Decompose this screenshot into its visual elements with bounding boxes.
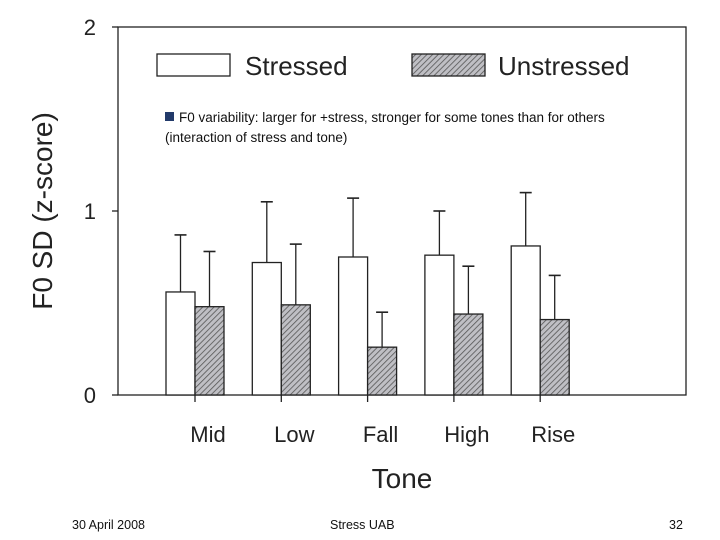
y-tick-label: 1 (84, 199, 96, 224)
footer-date: 30 April 2008 (72, 518, 145, 532)
note-text: F0 variability: larger for +stress, stro… (165, 110, 605, 145)
bar-stressed-rise (510, 245, 541, 396)
bar-stressed-fall (337, 256, 369, 396)
bar-unstressed-mid (194, 306, 225, 396)
bar-stressed-high (424, 254, 455, 396)
footer-title: Stress UAB (330, 518, 395, 532)
bar-stressed-mid (165, 291, 196, 396)
y-tick-label: 0 (84, 383, 96, 408)
bar-unstressed-fall (366, 346, 398, 396)
footer-page: 32 (669, 518, 683, 532)
legend-label-unstressed: Unstressed (498, 51, 630, 81)
y-axis-label: F0 SD (z-score) (27, 112, 58, 310)
bar-unstressed-low (280, 304, 311, 396)
bar-stressed-low (251, 261, 282, 396)
x-tick-label: Fall (363, 422, 398, 447)
bullet-note: F0 variability: larger for +stress, stro… (165, 108, 655, 148)
legend-swatch-stressed (156, 53, 231, 77)
x-axis-label: Tone (372, 463, 433, 494)
x-tick-label: High (444, 422, 489, 447)
legend-swatch-unstressed (411, 53, 486, 77)
x-tick-label: Mid (190, 422, 225, 447)
bar-unstressed-high (453, 313, 484, 396)
bullet-square-icon (165, 112, 174, 121)
legend-label-stressed: Stressed (245, 51, 348, 81)
x-tick-label: Rise (531, 422, 575, 447)
y-tick-label: 2 (84, 15, 96, 40)
bar-unstressed-rise (539, 318, 570, 396)
x-tick-label: Low (274, 422, 314, 447)
